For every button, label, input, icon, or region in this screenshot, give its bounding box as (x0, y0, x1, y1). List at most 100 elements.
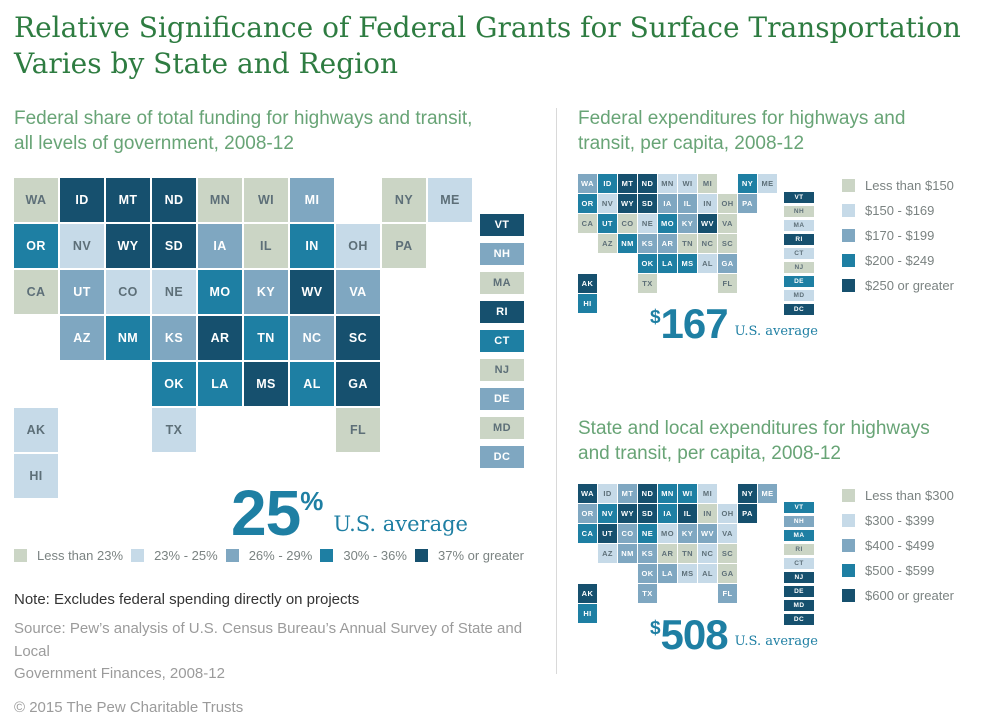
state-label-CO: CO (621, 219, 634, 229)
state-label-OH: OH (348, 239, 368, 254)
legend-swatch-4 (842, 279, 855, 293)
state-OR: OR (578, 504, 597, 524)
state-AZ: AZ (598, 544, 617, 564)
state-label-MS: MS (681, 259, 694, 269)
legend-label-0: Less than $150 (865, 178, 954, 194)
state-label-SD: SD (164, 239, 184, 254)
state-label-ND: ND (641, 179, 654, 189)
state-label-MS: MS (256, 377, 276, 392)
legend-item-0: Less than $300 (842, 488, 954, 503)
state-AL: AL (290, 362, 334, 407)
legend-item-4: $600 or greater (842, 588, 954, 603)
legend-swatch-2 (842, 539, 855, 553)
state-DC: DC (784, 304, 814, 316)
state-label-CT: CT (494, 335, 510, 348)
state-label-CT: CT (794, 250, 804, 258)
state-label-OK: OK (641, 259, 654, 269)
state-label-ID: ID (603, 179, 612, 189)
state-FL: FL (336, 408, 380, 453)
state-GA: GA (718, 254, 737, 274)
state-NV: NV (60, 224, 104, 269)
state-MT: MT (618, 484, 637, 504)
state-KS: KS (638, 234, 657, 254)
state-SC: SC (718, 234, 737, 254)
state-label-AL: AL (303, 377, 321, 392)
state-label-OR: OR (26, 239, 46, 254)
state-label-HI: HI (29, 469, 43, 484)
state-label-VT: VT (794, 194, 804, 202)
state-AK: AK (578, 584, 597, 604)
right-column: Federal expenditures for highways and tr… (578, 106, 982, 655)
state-label-MA: MA (493, 277, 511, 290)
state-label-HI: HI (583, 299, 592, 309)
us-average-value: 167 (660, 300, 729, 348)
state-label-KS: KS (641, 239, 654, 249)
us-average-label: U.S. average (734, 634, 818, 650)
state-label-NM: NM (117, 331, 139, 346)
legend-item-2: 26% - 29% (225, 548, 312, 563)
state-UT: UT (60, 270, 104, 315)
legend-swatch-1 (842, 204, 855, 218)
state-label-VA: VA (349, 285, 367, 300)
state-label-VA: VA (722, 219, 733, 229)
state-label-SD: SD (641, 199, 654, 209)
legend-label-1: $150 - $169 (865, 203, 935, 219)
state-label-GA: GA (721, 569, 734, 579)
state-RI: RI (784, 234, 814, 246)
state-ID: ID (598, 174, 617, 194)
legend-label-4: $600 or greater (865, 588, 954, 604)
state-AZ: AZ (598, 234, 617, 254)
federal-share-subtitle: Federal share of total funding for highw… (14, 108, 473, 155)
state-WY: WY (618, 504, 637, 524)
state-label-IL: IL (683, 199, 692, 209)
state-OK: OK (152, 362, 196, 407)
state-label-WV: WV (701, 219, 714, 229)
state-MT: MT (106, 178, 150, 223)
legend-label-4: 37% or greater (437, 548, 524, 564)
federal-share-legend: Less than 23% 23% - 25% 26% - 29% 30% - 36%… (14, 548, 524, 563)
state-AR: AR (198, 316, 242, 361)
state-label-NM: NM (621, 239, 634, 249)
state-NH: NH (784, 516, 814, 528)
state-label-IN: IN (703, 199, 712, 209)
state-label-DE: DE (794, 588, 804, 596)
state-LA: LA (198, 362, 242, 407)
state-IN: IN (698, 194, 717, 214)
state-WY: WY (106, 224, 150, 269)
state-label-WI: WI (257, 193, 275, 208)
state-IN: IN (290, 224, 334, 269)
state-ID: ID (60, 178, 104, 223)
state-label-NV: NV (72, 239, 92, 254)
state-label-PA: PA (395, 239, 413, 254)
state-label-LA: LA (662, 569, 673, 579)
state-MS: MS (678, 254, 697, 274)
state-label-OH: OH (721, 509, 734, 519)
state-CO: CO (618, 214, 637, 234)
state-FL: FL (718, 274, 737, 294)
state-MO: MO (658, 214, 677, 234)
state-KS: KS (638, 544, 657, 564)
legend-item-0: Less than 23% (14, 548, 123, 563)
column-divider (556, 108, 557, 674)
state-AK: AK (14, 408, 58, 453)
state-KY: KY (678, 524, 697, 544)
state-label-NV: NV (601, 199, 614, 209)
state-IL: IL (678, 504, 697, 524)
state-label-UT: UT (602, 529, 613, 539)
state-label-DE: DE (794, 278, 804, 286)
state-local-per-capita-section: State and local expenditures for highway… (578, 416, 982, 655)
state-label-UT: UT (73, 285, 91, 300)
state-NJ: NJ (784, 262, 814, 274)
state-label-MD: MD (793, 292, 805, 300)
state-label-SD: SD (641, 509, 654, 519)
state-label-AR: AR (210, 331, 230, 346)
state-label-TN: TN (682, 549, 693, 559)
state-label-PA: PA (742, 199, 753, 209)
state-KY: KY (678, 214, 697, 234)
us-average-suffix: % (300, 485, 324, 516)
state-TN: TN (244, 316, 288, 361)
state-DE: DE (480, 388, 524, 411)
state-label-CT: CT (794, 560, 804, 568)
us-average-prefix: $ (649, 617, 661, 639)
state-label-IA: IA (663, 509, 672, 519)
